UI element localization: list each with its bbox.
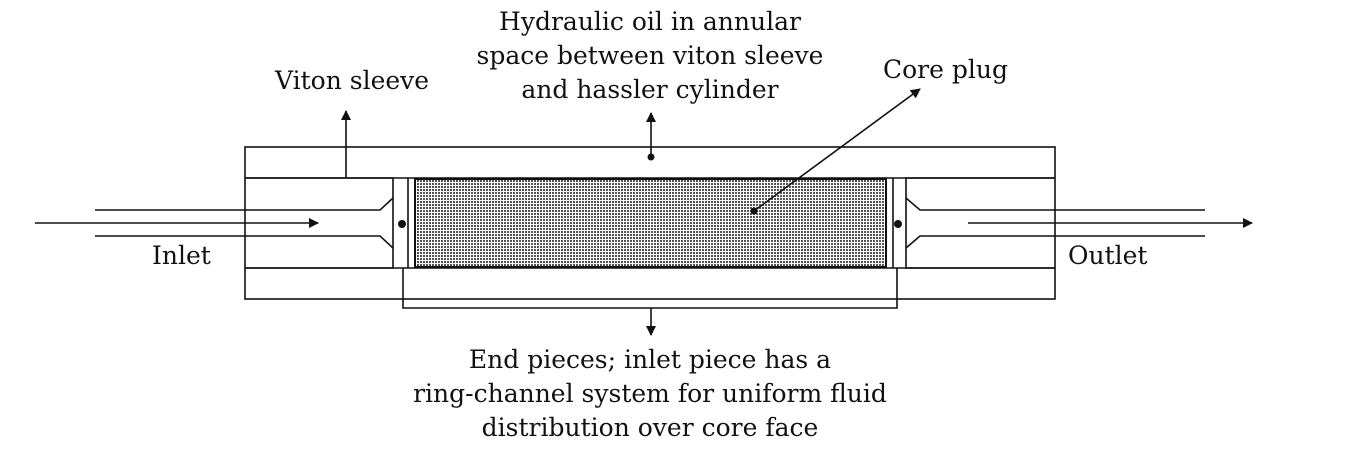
inlet-channel-top	[95, 197, 394, 211]
outlet-channel-bottom	[905, 235, 1205, 249]
viton-sleeve-label: Viton sleeve	[275, 66, 430, 95]
outlet-channel-top	[905, 197, 1205, 211]
inlet-channel-bottom	[95, 235, 394, 249]
outlet-seal	[894, 220, 902, 228]
hydraulic-oil-dot	[647, 153, 655, 161]
inlet-end-piece	[245, 177, 394, 269]
end-pieces-line-2: ring-channel system for uniform fluid	[413, 379, 887, 408]
inlet-label: Inlet	[152, 241, 211, 270]
hydraulic-oil-line-3: and hassler cylinder	[521, 75, 779, 104]
inlet-seal	[398, 220, 406, 228]
hydraulic-oil-line-2: space between viton sleeve	[476, 41, 824, 70]
core-plug-pointer	[753, 88, 921, 212]
end-pieces-bracket	[402, 268, 898, 309]
end-pieces-line-1: End pieces; inlet piece has a	[468, 345, 832, 374]
end-pieces-line-3: distribution over core face	[481, 413, 819, 442]
outlet-end-piece	[905, 177, 1055, 269]
end-pieces-label: End pieces; inlet piece has a ring-chann…	[380, 343, 920, 445]
core-plug-label: Core plug	[883, 55, 1008, 84]
hydraulic-oil-line-1: Hydraulic oil in annular	[499, 7, 801, 36]
core-plug-dot	[750, 207, 758, 215]
core-plug	[414, 178, 887, 268]
hydraulic-oil-label: Hydraulic oil in annular space between v…	[450, 5, 850, 107]
outlet-label: Outlet	[1068, 241, 1148, 270]
